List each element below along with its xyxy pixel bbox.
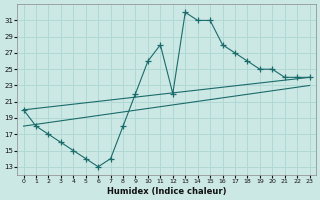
X-axis label: Humidex (Indice chaleur): Humidex (Indice chaleur) — [107, 187, 226, 196]
